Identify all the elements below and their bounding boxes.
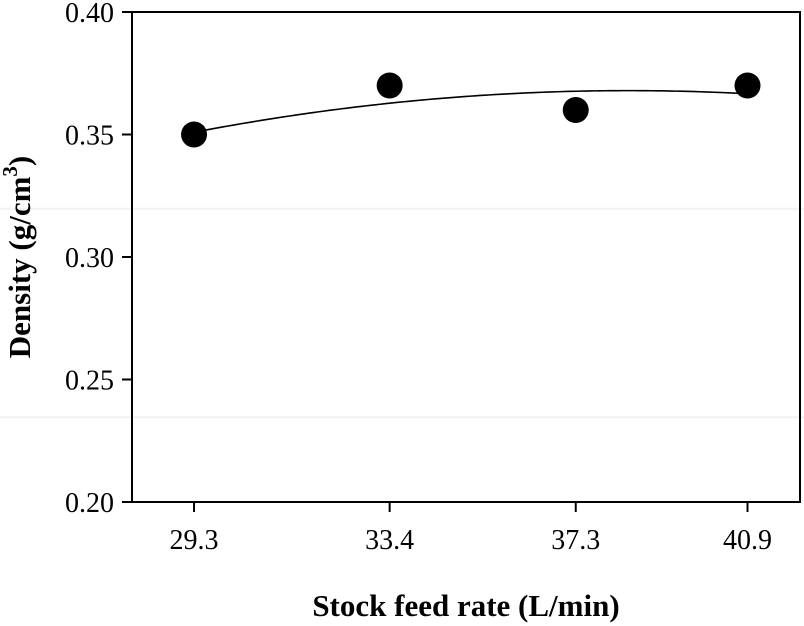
data-point — [734, 72, 761, 99]
x-tick-label: 40.9 — [723, 525, 772, 556]
x-tick-label: 37.3 — [551, 525, 600, 556]
y-tick-label: 0.40 — [65, 0, 114, 29]
y-tick-label: 0.30 — [65, 243, 114, 274]
data-point — [562, 97, 589, 123]
x-tick-label: 33.4 — [365, 525, 414, 556]
y-axis: 0.20 0.25 0.30 0.35 0.40 — [65, 0, 132, 519]
y-tick-label: 0.20 — [65, 488, 114, 519]
x-axis: 29.3 33.4 37.3 40.9 — [170, 502, 772, 556]
x-tick-label: 29.3 — [170, 525, 219, 556]
x-axis-title: Stock feed rate (L/min) — [312, 588, 619, 623]
y-axis-title: Density (g/cm3) — [0, 156, 37, 358]
y-tick-label: 0.35 — [65, 121, 114, 152]
fit-curve — [193, 89, 748, 134]
data-points — [181, 72, 761, 148]
y-tick-label: 0.25 — [65, 366, 114, 397]
plot-frame — [131, 11, 801, 503]
data-point — [181, 121, 208, 148]
data-point — [376, 72, 403, 99]
